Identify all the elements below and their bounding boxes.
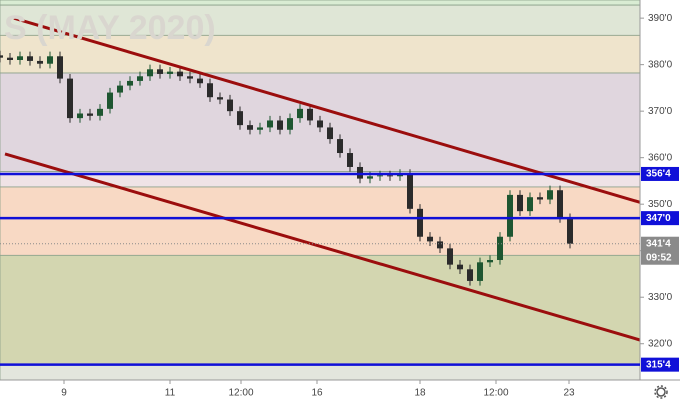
candle-body: [547, 190, 553, 200]
last-price-label: 341'4: [646, 238, 671, 249]
price-zone: [0, 254, 641, 366]
candle-body: [387, 175, 393, 177]
candle-body: [287, 118, 293, 130]
x-tick-label: 23: [563, 388, 575, 399]
candle-body: [227, 99, 233, 112]
candle-body: [377, 175, 383, 177]
candle-body: [47, 56, 53, 64]
candle-body: [197, 78, 203, 84]
gear[interactable]: [656, 387, 666, 397]
x-tick-label: 9: [61, 388, 67, 399]
candle-body: [507, 194, 513, 237]
x-tick-label: 11: [165, 388, 176, 399]
y-tick-label: 320'0: [648, 338, 673, 349]
candle-body: [77, 113, 83, 119]
candle-body: [327, 127, 333, 140]
candle-body: [307, 108, 313, 121]
x-tick-label: 16: [311, 388, 323, 399]
settings-icon[interactable]: [654, 385, 668, 399]
level-label: 315'4: [646, 359, 671, 370]
price-zone: [0, 4, 641, 36]
y-tick-label: 390'0: [648, 13, 673, 24]
y-tick-label: 330'0: [648, 292, 673, 303]
candle-body: [27, 56, 33, 61]
candle-body: [0, 55, 3, 58]
level-label: 356'4: [646, 169, 671, 180]
candle-body: [447, 248, 453, 265]
level-label: 347'0: [646, 213, 671, 224]
trendline: [4, 152, 641, 342]
candle-body: [87, 113, 93, 116]
candle-body: [467, 269, 473, 281]
candle-body: [187, 76, 193, 79]
y-tick-label: 370'0: [648, 106, 673, 117]
candle-body: [137, 76, 143, 81]
candle-body: [97, 108, 103, 116]
price-zone: [0, 364, 641, 381]
trendline: [13, 16, 641, 204]
last-price-box: [641, 236, 679, 265]
candle-body: [267, 120, 273, 128]
candle-body: [487, 260, 493, 263]
candle-body: [157, 69, 163, 74]
candle-body: [247, 125, 253, 130]
countdown-label: 09:52: [646, 252, 672, 263]
candle-body: [497, 236, 503, 260]
candle-body: [527, 197, 533, 212]
candle-body: [147, 69, 153, 77]
x-tick-label: 18: [414, 388, 426, 399]
candle-body: [127, 80, 133, 86]
price-zone: [0, 0, 641, 6]
candle-body: [317, 120, 323, 128]
gear-teeth[interactable]: [654, 385, 668, 399]
candle-body: [437, 241, 443, 249]
candle-body: [517, 194, 523, 212]
candle-body: [407, 173, 413, 209]
candle-body: [67, 78, 73, 119]
watermark-title: S (MAY 2020): [4, 9, 216, 47]
candle-body: [417, 208, 423, 237]
candle-body: [347, 153, 353, 167]
candle-body: [37, 60, 43, 64]
y-tick-label: 350'0: [648, 199, 673, 210]
candle-body: [457, 264, 463, 270]
candle-body: [557, 190, 563, 219]
candle-body: [107, 92, 113, 109]
candle-body: [117, 85, 123, 93]
candle-body: [567, 218, 573, 244]
candle-body: [7, 57, 13, 60]
candle-body: [167, 71, 173, 74]
candle-body: [367, 176, 373, 179]
candle-body: [57, 56, 63, 79]
candle-body: [237, 111, 243, 126]
level-label-box: [641, 211, 679, 226]
candle-body: [427, 236, 433, 242]
candle-body: [17, 56, 23, 60]
candle-body: [217, 97, 223, 100]
level-label-box: [641, 166, 679, 181]
level-label-box: [641, 357, 679, 372]
y-tick-label: 380'0: [648, 59, 673, 70]
plot-area: [0, 0, 641, 381]
price-zone: [0, 186, 641, 256]
candle-body: [297, 108, 303, 119]
candle-body: [337, 139, 343, 154]
candle-body: [277, 120, 283, 130]
candle-body: [537, 197, 543, 200]
candle-body: [477, 262, 483, 281]
candle-body: [207, 83, 213, 98]
y-tick-label: 360'0: [648, 152, 673, 163]
x-tick-label: 12:00: [483, 388, 508, 399]
candle-body: [257, 127, 263, 130]
x-tick-label: 12:00: [228, 388, 253, 399]
candle-body: [177, 71, 183, 77]
